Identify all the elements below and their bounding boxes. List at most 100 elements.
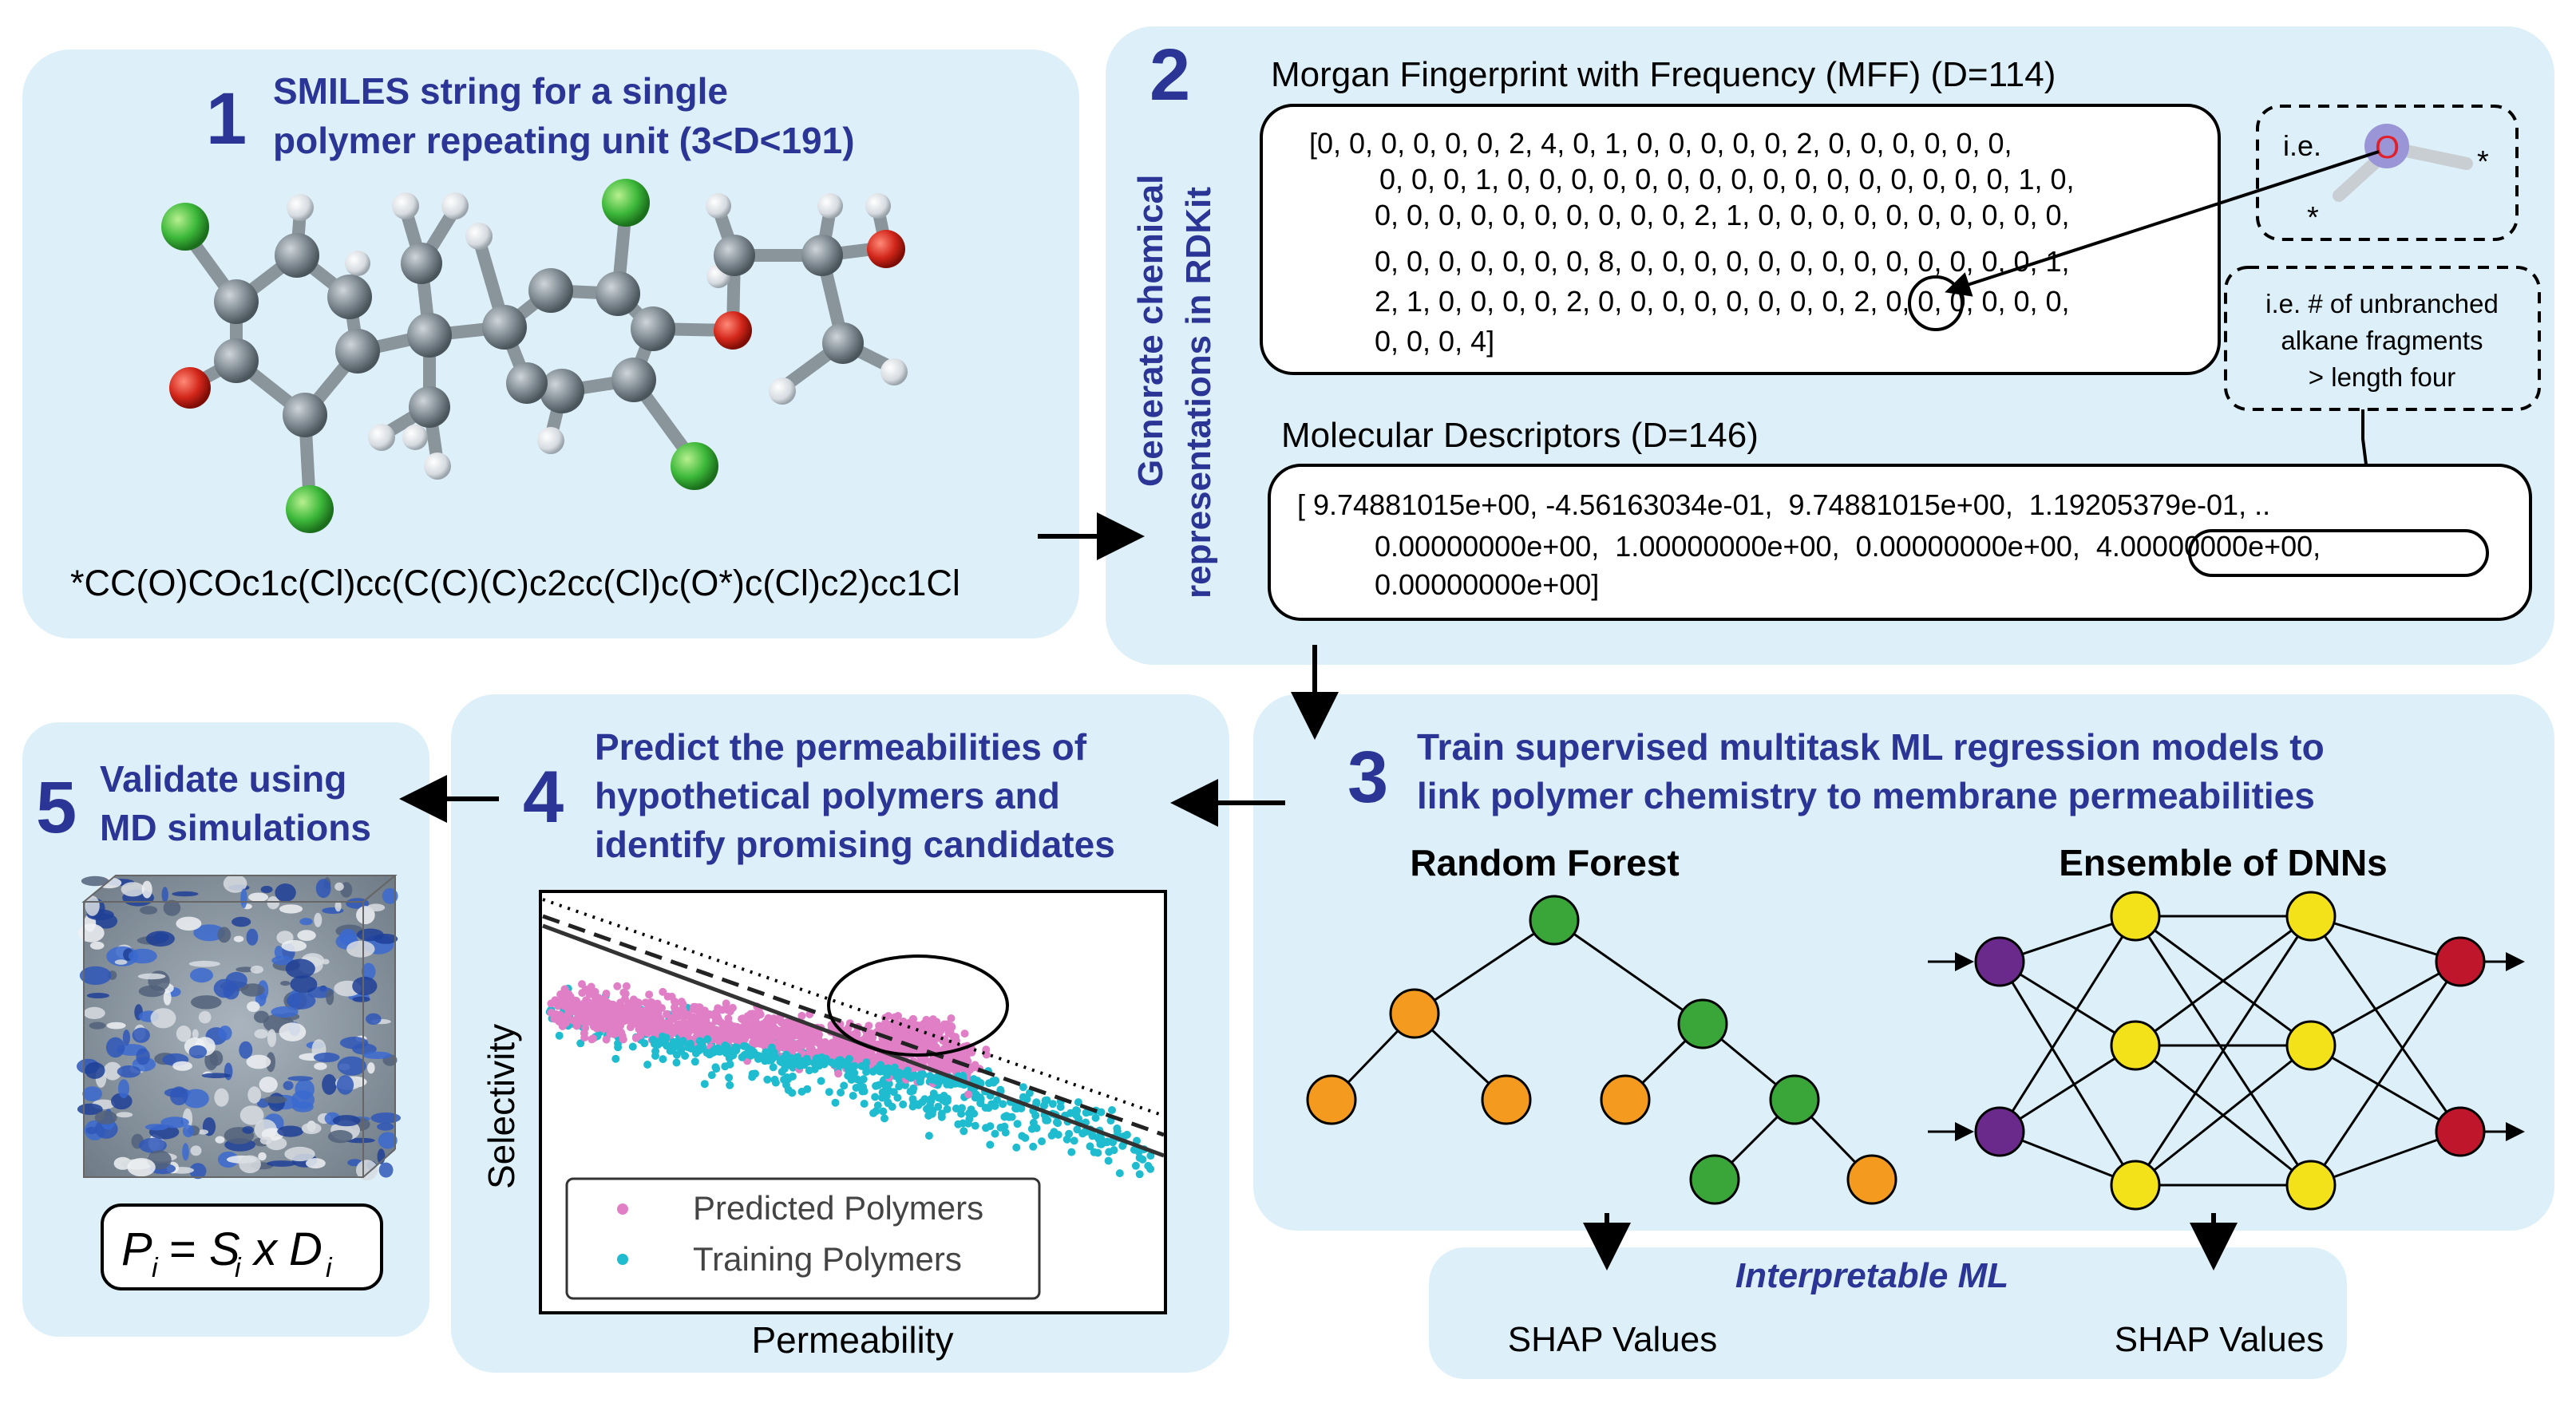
predicted-point <box>936 1064 944 1072</box>
predicted-point <box>603 1022 612 1030</box>
training-point <box>1025 1089 1034 1097</box>
training-point <box>1104 1156 1113 1165</box>
ie-label: i.e. <box>2283 129 2321 162</box>
predicted-point <box>581 985 590 994</box>
training-point <box>721 1062 730 1071</box>
predicted-point <box>571 996 580 1005</box>
predicted-point <box>754 1006 763 1015</box>
training-point <box>1109 1138 1118 1147</box>
training-point <box>744 1048 752 1057</box>
md-line-2: 0.00000000e+00, 1.00000000e+00, 0.000000… <box>1375 530 2321 563</box>
predicted-point <box>947 1014 956 1022</box>
predicted-point <box>696 1018 705 1027</box>
mff-title: Morgan Fingerprint with Frequency (MFF) … <box>1271 55 2056 94</box>
mff-highlight-circle <box>1908 275 1964 331</box>
predicted-point <box>918 1037 927 1045</box>
predicted-point <box>616 1008 625 1017</box>
dnn-network <box>1928 891 2525 1211</box>
predicted-point <box>659 987 667 996</box>
predicted-point <box>731 1035 740 1044</box>
predicted-point <box>844 1047 853 1056</box>
training-point <box>739 1041 748 1050</box>
training-point <box>711 1063 720 1072</box>
training-point <box>676 1045 685 1053</box>
training-point <box>817 1077 825 1085</box>
panel-2-number: 2 <box>1150 34 1190 116</box>
random-forest-title: Random Forest <box>1410 842 1679 883</box>
training-point <box>1019 1083 1027 1092</box>
panel-3-background <box>1253 694 2554 1231</box>
training-point <box>784 1085 793 1094</box>
predicted-point <box>669 1015 678 1023</box>
training-point <box>1130 1145 1138 1154</box>
training-point <box>802 1054 811 1063</box>
predicted-point <box>580 1033 589 1042</box>
training-point <box>1012 1143 1021 1152</box>
panel-1-number: 1 <box>206 78 247 160</box>
predicted-point <box>608 1000 617 1009</box>
training-point <box>726 1081 734 1089</box>
training-point <box>938 1076 946 1085</box>
training-point <box>695 1037 704 1045</box>
legend-label-predicted: Predicted Polymers <box>693 1189 983 1227</box>
chart-y-axis-label: Selectivity <box>481 1024 522 1189</box>
training-point <box>659 1055 667 1064</box>
training-point <box>678 1037 687 1046</box>
training-point <box>840 1081 849 1090</box>
training-point <box>1070 1136 1078 1145</box>
predicted-point <box>743 1023 752 1032</box>
training-point <box>957 1109 966 1118</box>
predicted-point <box>889 1030 898 1038</box>
training-point <box>872 1081 880 1090</box>
panel-5-title-line2: MD simulations <box>100 807 371 848</box>
training-point <box>813 1058 822 1067</box>
predicted-point <box>580 1006 588 1015</box>
training-point <box>937 1109 946 1118</box>
predicted-point <box>555 1017 564 1026</box>
training-point <box>876 1061 885 1069</box>
training-point <box>869 1109 878 1117</box>
predicted-point <box>617 1028 626 1037</box>
predicted-point <box>728 1003 737 1012</box>
predicted-point <box>807 1028 816 1037</box>
panel-2-side-line2: representations in RDKit <box>1179 187 1218 599</box>
training-point <box>1013 1120 1022 1128</box>
random-forest-tree <box>1306 895 1897 1205</box>
predicted-point <box>560 1002 569 1010</box>
svg-text:i: i <box>152 1253 159 1283</box>
predicted-point <box>737 1029 746 1037</box>
training-point <box>1002 1112 1011 1120</box>
training-point <box>611 1054 620 1063</box>
interpretable-ml-title: Interpretable ML <box>1735 1256 2008 1295</box>
predicted-point <box>667 992 676 1001</box>
training-point <box>1097 1108 1106 1116</box>
training-point <box>920 1095 929 1104</box>
svg-text:*: * <box>2477 145 2489 179</box>
predicted-point <box>560 985 569 994</box>
training-point <box>628 1042 637 1051</box>
predicted-point <box>917 1030 925 1038</box>
training-point <box>1072 1111 1081 1120</box>
smiles-string: *CC(O)COc1c(Cl)cc(C(C)(C)c2cc(Cl)c(O*)c(… <box>70 563 960 603</box>
predicted-point <box>551 996 560 1005</box>
training-point <box>934 1102 943 1111</box>
predicted-point <box>881 1014 890 1022</box>
predicted-point <box>964 1090 973 1099</box>
training-point <box>908 1102 917 1111</box>
training-point <box>722 1042 731 1051</box>
predicted-point <box>946 1027 955 1036</box>
training-point <box>655 1039 663 1048</box>
training-point <box>756 1053 765 1061</box>
permeability-selectivity-chart: Predicted Polymers Training Polymers Sel… <box>481 890 1167 1361</box>
training-point <box>1135 1170 1144 1179</box>
panel-4-number: 4 <box>523 757 564 838</box>
panel-5-title-line1: Validate using <box>100 758 346 800</box>
chart-legend <box>565 1177 1041 1300</box>
legend-marker-predicted <box>617 1203 628 1215</box>
training-point <box>827 1058 836 1067</box>
svg-text:S: S <box>209 1223 240 1275</box>
training-point <box>1023 1095 1031 1104</box>
predicted-point <box>907 1032 916 1041</box>
predicted-point <box>720 1035 729 1044</box>
